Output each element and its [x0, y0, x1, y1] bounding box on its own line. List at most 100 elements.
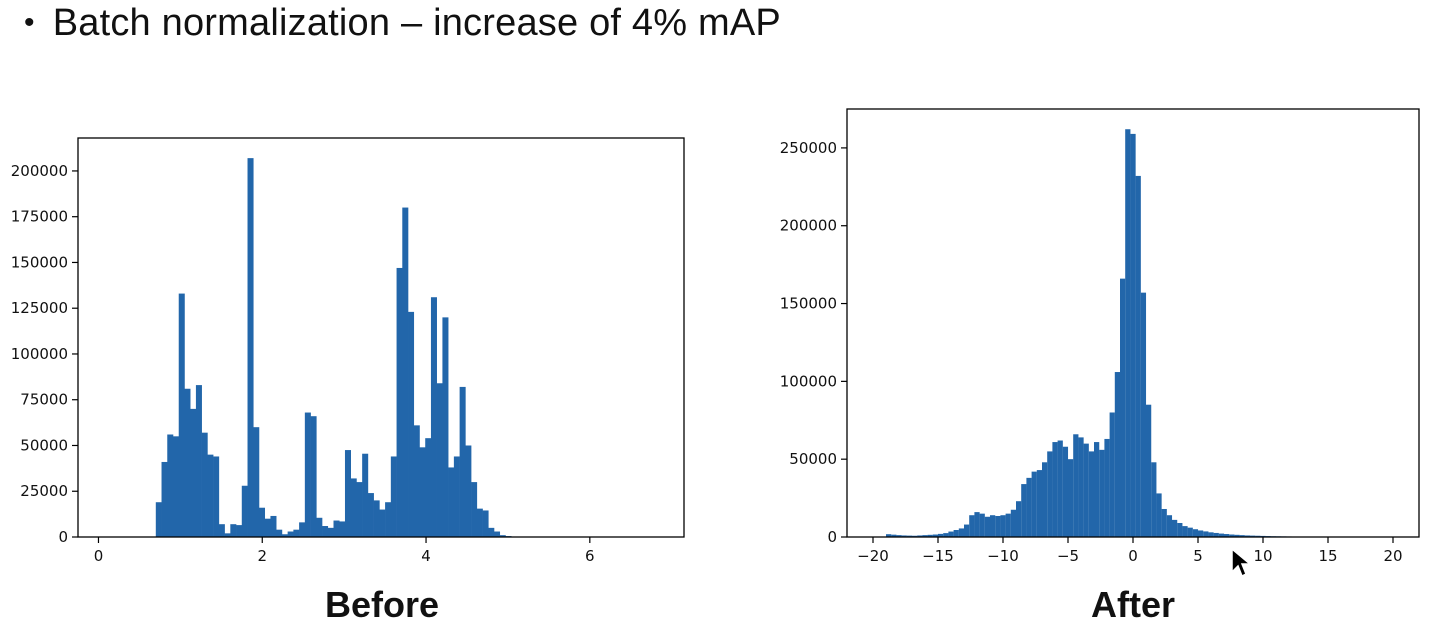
after-y-tick-label: 200000 — [780, 217, 837, 235]
before-y-tick-label: 25000 — [20, 482, 68, 500]
after-bar — [1166, 515, 1173, 537]
before-bar — [270, 515, 277, 537]
after-bar — [1172, 519, 1178, 537]
before-bar — [402, 207, 409, 538]
before-bar — [190, 408, 197, 537]
before-y-tick-label: 75000 — [20, 391, 68, 409]
after-bar — [938, 533, 944, 537]
after-bar — [1208, 532, 1214, 537]
before-histogram: 0 2 4 6 0 25000 50000 75000 100000 125000 150000 17… — [11, 137, 685, 565]
after-bar — [901, 535, 907, 537]
before-bar — [207, 454, 214, 537]
after-bar — [1109, 412, 1115, 537]
before-bar — [264, 518, 271, 537]
before-y-tick-label: 100000 — [11, 345, 68, 363]
before-bar — [448, 467, 455, 537]
after-bar — [1156, 493, 1162, 537]
before-bar — [287, 531, 294, 537]
after-x-tick-label: −15 — [922, 547, 954, 565]
before-y-tick-label: 175000 — [11, 208, 68, 226]
after-bar — [1088, 451, 1095, 537]
after-bar — [886, 534, 892, 537]
after-bar — [1068, 459, 1074, 537]
before-bar — [241, 485, 248, 537]
after-bar — [948, 531, 954, 537]
before-bar — [430, 297, 437, 537]
after-bar — [932, 534, 939, 537]
before-bar — [344, 450, 351, 537]
after-bar — [1135, 175, 1141, 538]
after-caption: After — [1090, 584, 1175, 625]
after-x-tick-label: 20 — [1383, 547, 1402, 565]
after-bar — [1198, 530, 1204, 537]
after-bar — [1234, 534, 1240, 537]
after-bar — [1182, 526, 1188, 537]
after-x-tick-label: −20 — [857, 547, 889, 565]
before-bar — [367, 493, 374, 537]
after-bar — [1005, 513, 1011, 537]
before-bar — [362, 453, 369, 537]
before-bar — [213, 456, 220, 537]
after-x-tick-label: 0 — [1128, 547, 1138, 565]
after-bar — [927, 534, 933, 537]
before-bar — [247, 158, 254, 537]
before-bar — [476, 508, 483, 537]
before-bar — [276, 529, 283, 537]
after-bar — [1016, 501, 1022, 537]
after-bar — [974, 512, 980, 537]
before-bar — [224, 533, 231, 537]
after-bar — [964, 524, 970, 537]
before-bar — [413, 425, 420, 537]
after-bar — [1250, 535, 1256, 537]
after-bar — [1026, 477, 1032, 537]
after-bar — [1177, 522, 1183, 537]
before-bar — [201, 432, 208, 537]
after-y-tick-label: 0 — [827, 528, 837, 546]
after-bar — [1187, 527, 1193, 537]
after-bar — [1052, 442, 1058, 537]
before-bar — [471, 482, 478, 537]
before-bar — [184, 388, 191, 537]
after-bar — [1083, 443, 1089, 537]
before-bar — [356, 482, 363, 537]
before-bar — [459, 386, 466, 537]
after-bar — [1203, 531, 1209, 537]
after-bar — [1151, 462, 1157, 537]
before-bar — [488, 527, 495, 537]
before-plot-frame — [77, 137, 685, 538]
before-bar — [425, 438, 432, 537]
after-histogram: −20 −15 −10 −5 0 5 10 15 20 0 50000 100000 150000 200… — [780, 108, 1420, 565]
after-bar — [1130, 133, 1136, 537]
after-bar — [1010, 509, 1017, 537]
before-y-tick-label: 200000 — [11, 162, 68, 180]
before-bar — [339, 521, 346, 537]
after-y-tick-label: 100000 — [780, 372, 837, 390]
before-bar — [373, 500, 380, 537]
before-bar — [408, 311, 415, 537]
after-bar — [995, 515, 1001, 537]
after-x-tick-label: 15 — [1318, 547, 1337, 565]
after-bar — [1078, 437, 1084, 537]
before-bar — [310, 416, 317, 537]
before-bar — [322, 526, 329, 537]
after-bar — [922, 535, 928, 537]
before-bar — [218, 524, 225, 537]
after-x-tick-label: −5 — [1057, 547, 1079, 565]
before-y-tick-label: 125000 — [11, 299, 68, 317]
after-bar — [1021, 484, 1027, 537]
before-x-tick-label: 0 — [94, 547, 104, 565]
before-y-tick-label: 150000 — [11, 253, 68, 271]
before-bar — [293, 529, 300, 537]
after-bar — [896, 535, 902, 537]
before-bar — [195, 385, 202, 537]
title-bullet: • — [24, 6, 35, 39]
after-bar — [1057, 440, 1063, 537]
before-bar — [442, 317, 449, 537]
after-bar — [1239, 535, 1245, 537]
before-bar — [379, 509, 386, 537]
before-bar — [172, 436, 180, 537]
before-bar — [167, 434, 174, 537]
after-bar — [958, 528, 965, 537]
after-bar — [1218, 533, 1225, 537]
after-y-tick-label: 150000 — [780, 295, 837, 313]
